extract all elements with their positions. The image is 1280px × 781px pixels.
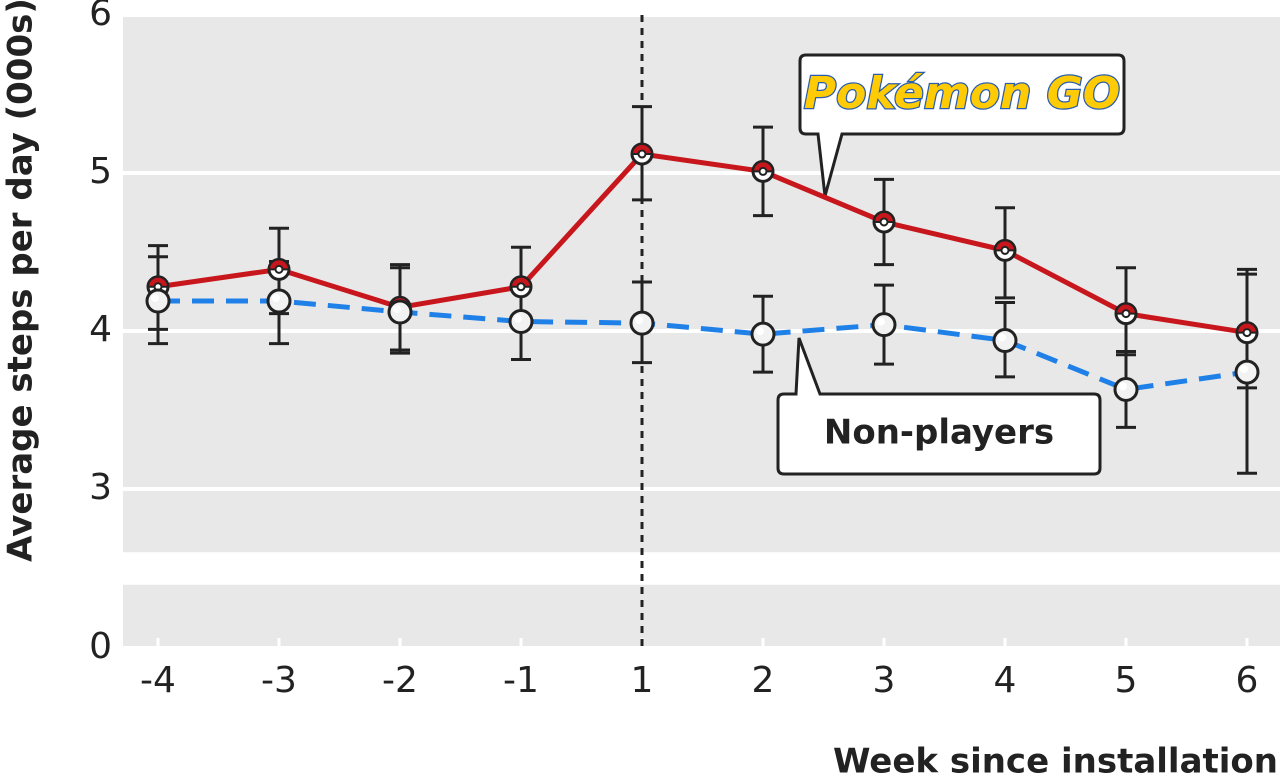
marker-center [1242, 328, 1252, 338]
marker-shine [998, 333, 1006, 342]
legend-label: Pokémon GO [804, 68, 1120, 119]
y-tick-label: 3 [89, 467, 112, 508]
marker-shine [393, 305, 401, 314]
marker-center [879, 217, 889, 227]
marker [1113, 376, 1139, 402]
marker [750, 321, 776, 347]
marker-shine [877, 317, 885, 326]
callout [776, 53, 1126, 476]
marker-top [1235, 321, 1259, 334]
x-tick-label: 6 [1236, 660, 1259, 701]
marker-body [629, 310, 655, 336]
marker-shine [756, 327, 764, 336]
marker-body [387, 299, 413, 325]
marker [266, 288, 292, 314]
marker-shine [635, 316, 643, 325]
marker-top [267, 258, 291, 271]
marker-body [871, 312, 897, 338]
marker [992, 327, 1018, 353]
x-tick-label: 2 [752, 660, 775, 701]
marker [629, 310, 655, 336]
marker-top [630, 143, 654, 156]
marker [630, 142, 654, 166]
marker-shine [151, 293, 159, 302]
series-line [158, 298, 1248, 393]
x-axis-title: Week since installation [833, 742, 1278, 781]
marker-body [145, 288, 171, 314]
marker [387, 299, 413, 325]
x-tick-label: 1 [631, 660, 654, 701]
marker-body [508, 309, 534, 335]
x-tick-label: -1 [503, 660, 539, 701]
x-tick-label: 3 [873, 660, 896, 701]
y-tick-label: 6 [89, 0, 112, 34]
y-tick-label: 5 [89, 151, 112, 192]
marker-top [146, 275, 170, 288]
marker-shine [1240, 365, 1248, 374]
callout-box [798, 53, 1126, 197]
marker-shine [514, 314, 522, 323]
marker [1235, 321, 1259, 345]
marker-body [992, 327, 1018, 353]
marker-body [1234, 359, 1260, 385]
marker [872, 210, 896, 234]
x-tick-label: 4 [994, 660, 1017, 701]
marker [145, 288, 171, 314]
x-tick-label: -3 [261, 660, 297, 701]
callout-box [776, 337, 1102, 476]
marker-top [751, 160, 775, 173]
legend-label: Non-players [824, 413, 1054, 453]
marker-center [637, 149, 647, 159]
marker-top [872, 210, 896, 223]
marker-center [758, 166, 768, 176]
marker-body [1113, 376, 1139, 402]
marker-center [1121, 309, 1131, 319]
marker-shine [1119, 382, 1127, 391]
marker [267, 257, 291, 281]
marker [509, 275, 533, 299]
marker-center [274, 264, 284, 274]
marker-body [266, 288, 292, 314]
marker [871, 312, 897, 338]
marker [751, 159, 775, 183]
marker-top [509, 275, 533, 288]
y-tick-label: 0 [89, 626, 112, 667]
marker [993, 238, 1017, 262]
marker [1114, 302, 1138, 326]
y-tick-label: 4 [89, 309, 112, 350]
marker-top [993, 239, 1017, 252]
marker [508, 309, 534, 335]
marker-center [1000, 245, 1010, 255]
marker-shine [272, 293, 280, 302]
marker [1234, 359, 1260, 385]
marker-body [750, 321, 776, 347]
x-tick-label: -4 [140, 660, 176, 701]
series-line [157, 151, 1248, 336]
marker-top [1114, 302, 1138, 315]
plot-panel [123, 584, 1280, 648]
y-axis-title: Average steps per day (000s) [1, 0, 41, 562]
x-tick-label: -2 [382, 660, 418, 701]
marker-center [516, 282, 526, 292]
x-tick-label: 5 [1115, 660, 1138, 701]
